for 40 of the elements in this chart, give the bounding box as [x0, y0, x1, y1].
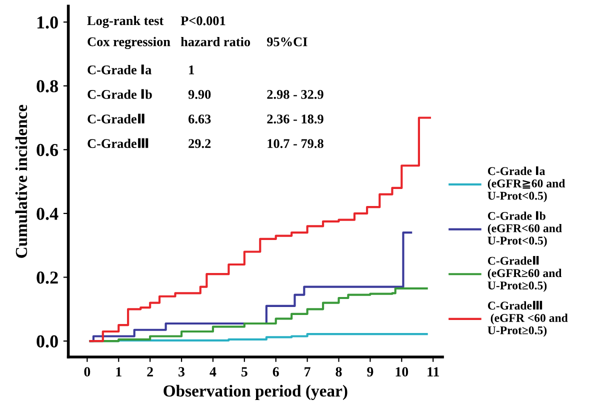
x-tick-label: 8 [336, 367, 342, 376]
annotation: 10.7 - 79.8 [268, 139, 324, 148]
x-tick-label: 2 [147, 367, 153, 376]
y-tick-label: 0.4 [36, 208, 58, 220]
x-axis-title: Observation period (year) [164, 384, 348, 400]
x-tick-label: 0 [84, 367, 90, 376]
annotation: 9.90 [188, 90, 211, 99]
y-tick-label: 0.0 [36, 335, 58, 348]
x-tick-label: 6 [272, 367, 279, 376]
annotation: 2.36 - 18.9 [267, 114, 324, 124]
annotation: 1 [189, 65, 194, 74]
annotation: 6.63 [188, 114, 211, 124]
annotation: C-Grade Ⅰa [88, 64, 152, 74]
y-tick-label: 0.6 [36, 144, 58, 156]
annotation: C-GradeⅡ [88, 114, 144, 124]
legend-label: C-GradeⅢ (eGFR <60 and U-Prot≥0.5) [488, 300, 568, 337]
legend-label: C-Grade Ⅰb (eGFR<60 and U-Prot<0.5) [488, 211, 562, 248]
y-tick-label: 1.0 [37, 16, 58, 29]
annotation: Log-rank test [87, 16, 164, 28]
x-tick-label: 7 [304, 367, 310, 376]
annotation: hazard ratio [180, 36, 250, 46]
x-tick-label: 4 [210, 367, 216, 376]
x-tick-label: 3 [178, 367, 185, 376]
annotation: 95%CI [267, 37, 308, 46]
annotation: 29.2 [188, 139, 211, 148]
x-tick-label: 1 [116, 367, 122, 376]
x-tick-label: 9 [367, 367, 374, 376]
annotation: C-GradeⅢ [88, 138, 148, 148]
annotation: 2.98 - 32.9 [267, 90, 324, 99]
annotation: P<0.001 [180, 16, 226, 26]
y-tick-label: 0.2 [36, 272, 58, 284]
legend-label: C-GradeⅡ (eGFR≥60 and U-Prot≥0.5) [488, 256, 562, 292]
y-tick-label: 0.8 [36, 80, 58, 92]
legend-label: C-Grade Ⅰa (eGFR≧60 and U-Prot<0.5) [488, 166, 566, 202]
y-axis-title: Cumulative incidence [15, 104, 28, 258]
x-tick-label: 10 [396, 367, 408, 376]
x-tick-label: 11 [428, 367, 439, 376]
annotation: Cox regression [88, 36, 170, 49]
annotation: C-Grade Ⅰb [88, 89, 152, 99]
x-tick-label: 5 [241, 367, 248, 376]
